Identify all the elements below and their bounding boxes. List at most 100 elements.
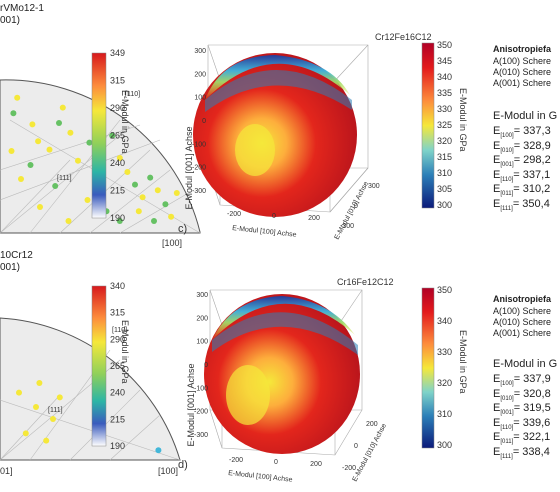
colorbar-tick-label: 305 — [437, 184, 452, 194]
colorbar-tick-label: 215 — [110, 186, 125, 196]
panel-d-ylabel: E-Modul [010] Achse — [352, 423, 389, 483]
pole-point — [52, 183, 59, 189]
y-tick-label: -300 — [340, 223, 354, 230]
pole-point — [135, 208, 142, 215]
panel-d-xlabel: E-Modul [100] Achse — [228, 470, 293, 484]
panel-c-xlabel: E-Modul [100] Achse — [232, 225, 297, 239]
pole-point — [155, 447, 162, 454]
pole-point — [151, 218, 157, 224]
x-tick-label: -200 — [227, 211, 241, 218]
pole-point — [65, 218, 72, 224]
panel-d-zlabel: E-Modul [001] Achse — [186, 363, 196, 446]
colorbar-label-d: E-Modul in GPa — [458, 330, 468, 394]
z-tick-label: -200 — [194, 409, 208, 416]
colorbar-label-c: E-Modul in GPa — [458, 88, 468, 152]
colorbar-tick-label: 340 — [437, 316, 452, 326]
y-tick-label: 300 — [368, 183, 380, 190]
colorbar-label-bottom-left: E-Modul in GPa — [120, 320, 130, 384]
colorbar-tick-label: 330 — [437, 347, 452, 357]
x-tick-label: 200 — [308, 215, 320, 222]
pole-point — [86, 139, 93, 146]
colorbar-tick-label: 349 — [110, 48, 125, 58]
pole-figure-title-top-line2: 001) — [0, 15, 21, 26]
colorbar-tick-label: 300 — [437, 200, 452, 210]
panel-c-zlabel: E-Modul [001] Achse — [184, 126, 194, 209]
colorbar-tick-label: 300 — [437, 440, 452, 450]
x-tick-label: -200 — [229, 457, 243, 464]
pole-point — [124, 169, 131, 175]
info-top-heading: Anisotropiefa — [493, 44, 552, 54]
sphere-c-spot — [235, 124, 275, 176]
colorbar-tick-label: 330 — [437, 104, 452, 114]
pole-point — [56, 394, 63, 401]
pole-point — [14, 94, 21, 101]
pole-point — [132, 181, 138, 188]
info-bottom-emod-heading: E-Modul in G — [493, 358, 558, 370]
colorbar-tick-label: 320 — [437, 378, 452, 388]
pole-point — [36, 380, 43, 386]
pole-point — [116, 218, 123, 224]
pole-point — [173, 190, 180, 196]
info-top-row-1: A(100) Schere — [493, 56, 552, 66]
colorbar-tick-label: 290 — [110, 103, 125, 113]
panel-c-title: Cr12Fe16C12 — [375, 32, 432, 42]
colorbar-tick-label: 215 — [110, 414, 125, 424]
colorbar-tick-label: 350 — [437, 40, 452, 50]
pole-label-110-bottom: [110] — [112, 327, 127, 334]
pole-point — [116, 155, 123, 161]
pole-point — [33, 404, 39, 410]
pole-point — [168, 213, 175, 220]
z-tick-label: 200 — [196, 315, 208, 322]
pole-point — [139, 194, 146, 201]
pole-point — [16, 389, 22, 396]
z-tick-label: 300 — [194, 48, 206, 55]
info-top-row-3: A(001) Schere — [493, 78, 552, 88]
colorbar-tick-label: 265 — [110, 131, 125, 141]
emod-row: E[001]= 319,5 — [493, 402, 551, 417]
colorbar-tick-label: 190 — [110, 213, 125, 223]
pole-point — [22, 430, 29, 437]
y-tick-label: 200 — [366, 421, 378, 428]
colorbar-label-top-left: E-Modul in GPa — [120, 90, 130, 154]
pole-point — [27, 162, 34, 168]
info-bottom-row-2: A(010) Schere — [493, 317, 552, 327]
info-bottom-heading: Anisotropiefa — [493, 294, 552, 304]
pole-point — [59, 104, 66, 111]
pole-point — [50, 416, 56, 422]
z-tick-label: 200 — [194, 71, 206, 78]
emod-row: E[010]= 328,9 — [493, 139, 551, 154]
pole-point — [43, 437, 50, 444]
colorbar-tick-label: 350 — [437, 285, 452, 295]
z-tick-label: 100 — [196, 339, 208, 346]
emod-row: E[110]= 337,1 — [493, 168, 551, 183]
emod-row: E[100]= 337,3 — [493, 125, 551, 140]
pole-figure-title-bottom-line1: 10Cr12 — [0, 250, 33, 261]
pole-point — [84, 197, 91, 203]
pole-label-111-bottom: [111] — [48, 407, 63, 414]
colorbar-tick-label: 340 — [437, 72, 452, 82]
x-tick-label: 200 — [310, 461, 322, 468]
info-top-emod-heading: E-Modul in G — [493, 110, 558, 122]
pole-point — [35, 138, 42, 145]
colorbar-tick-label: 240 — [110, 158, 125, 168]
emod-row: E[100]= 337,9 — [493, 373, 551, 388]
z-tick-label: -300 — [194, 432, 208, 439]
emod-row: E[011]= 322,1 — [493, 431, 551, 446]
z-tick-label: 300 — [196, 292, 208, 299]
axis-label-01-bottom: 01] — [0, 466, 13, 476]
pole-point — [29, 121, 36, 128]
colorbar-tick-label: 310 — [437, 168, 452, 178]
info-bottom-row-1: A(100) Schere — [493, 306, 552, 316]
z-tick-label: -300 — [192, 188, 206, 195]
pole-point — [8, 148, 15, 154]
y-tick-label: -200 — [342, 465, 356, 472]
z-tick-label: 0 — [202, 118, 206, 125]
z-tick-label: -200 — [192, 165, 206, 172]
pole-figure-title-bottom-line2: 001) — [0, 262, 21, 273]
pole-point — [147, 174, 154, 181]
colorbar-tick-label: 290 — [110, 334, 125, 344]
colorbar-tick-label: 320 — [437, 136, 452, 146]
axis-label-100-top: [100] — [162, 238, 182, 248]
info-top-row-2: A(010) Schere — [493, 67, 552, 77]
pole-figure-bottom-points — [16, 380, 162, 454]
